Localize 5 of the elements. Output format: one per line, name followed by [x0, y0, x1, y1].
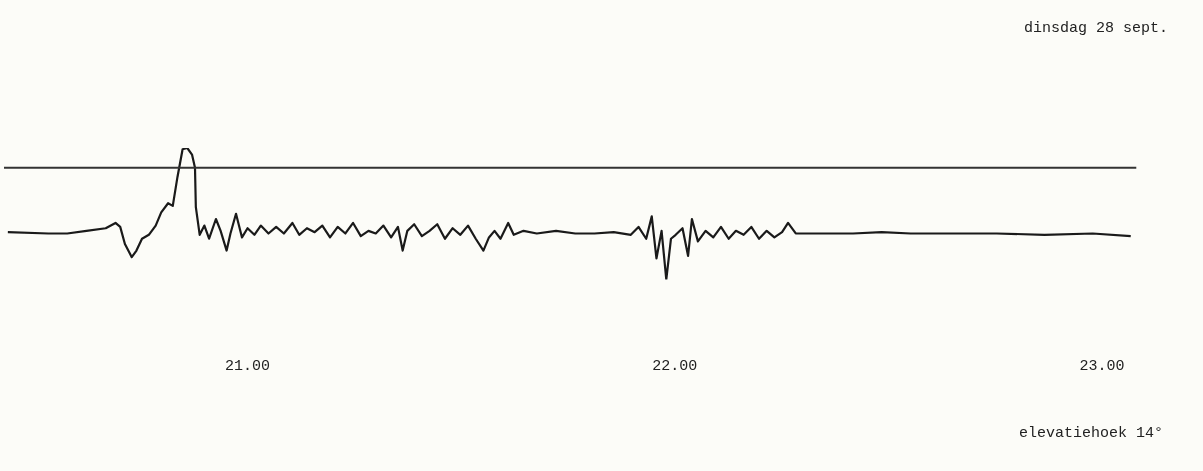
x-tick-label: 23.00: [1079, 358, 1125, 376]
text: elevatiehoek 14°: [1018, 425, 1163, 442]
chart-title: dinsdag 28 sept.: [1023, 20, 1168, 37]
x-tick-label: 22.00: [652, 358, 698, 376]
x-tick-label: 21.00: [225, 358, 271, 376]
